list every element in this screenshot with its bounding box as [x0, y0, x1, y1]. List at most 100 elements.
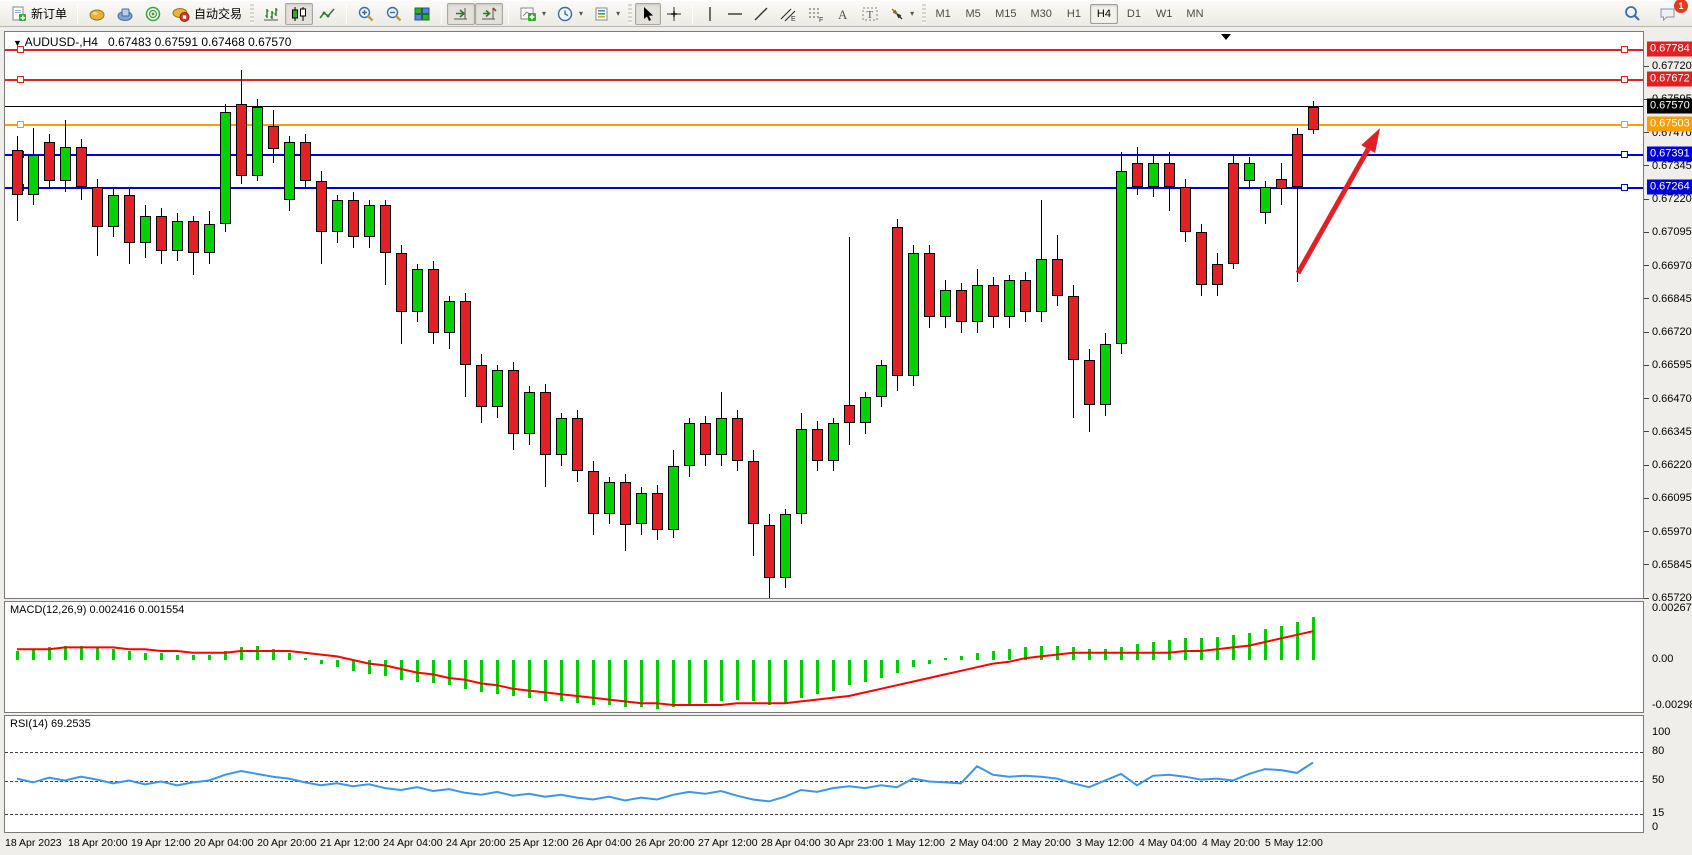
candle[interactable] [556, 418, 567, 456]
vertical-line-button[interactable] [698, 3, 722, 25]
candle[interactable] [460, 301, 471, 365]
candle[interactable] [828, 423, 839, 461]
candle[interactable] [1100, 343, 1111, 405]
line-handle[interactable] [17, 75, 24, 83]
market-watch-button[interactable] [111, 3, 139, 25]
candle[interactable] [1020, 279, 1031, 312]
candle[interactable] [1116, 170, 1127, 344]
candle[interactable] [796, 428, 807, 514]
timeframe-button-m30[interactable]: M30 [1030, 7, 1052, 20]
candle[interactable] [12, 149, 23, 195]
equidistant-channel-button[interactable]: E [774, 3, 802, 25]
line-handle[interactable] [1621, 184, 1628, 192]
candle[interactable] [492, 370, 503, 408]
candle[interactable] [124, 194, 135, 243]
candle[interactable] [252, 106, 263, 177]
price-line-0.67503[interactable] [5, 120, 1643, 128]
candle[interactable] [1164, 162, 1175, 187]
price-line-0.67784[interactable] [5, 46, 1643, 53]
candle[interactable] [236, 104, 247, 176]
candle[interactable] [764, 524, 775, 578]
candle[interactable] [860, 396, 871, 424]
chart-shift-marker[interactable] [1221, 34, 1231, 40]
line-handle[interactable] [17, 46, 24, 53]
candle[interactable] [268, 125, 279, 150]
candle[interactable] [748, 460, 759, 525]
timeframe-button-m1[interactable]: M1 [935, 7, 951, 20]
arrows-button[interactable]: ▾ [884, 3, 919, 25]
candlestick-button[interactable] [285, 2, 314, 25]
search-button[interactable] [1618, 3, 1646, 25]
candle[interactable] [988, 285, 999, 317]
chart-dropdown-icon[interactable]: ▼ [13, 38, 22, 48]
candle[interactable] [940, 290, 951, 317]
candle[interactable] [844, 404, 855, 424]
candle[interactable] [476, 364, 487, 408]
candle[interactable] [604, 482, 615, 514]
candle[interactable] [1308, 106, 1319, 130]
candle[interactable] [1132, 162, 1143, 187]
candle[interactable] [108, 194, 119, 227]
candle[interactable] [1036, 258, 1047, 312]
timeframe-button-d1[interactable]: D1 [1126, 7, 1141, 20]
new-order-button[interactable]: 新订单 [6, 3, 72, 25]
trendline-button[interactable] [748, 3, 774, 25]
candle[interactable] [508, 370, 519, 434]
candle[interactable] [812, 428, 823, 461]
candle[interactable] [140, 216, 151, 243]
line-handle[interactable] [1621, 46, 1628, 53]
candle[interactable] [332, 200, 343, 232]
timeframe-button-w1[interactable]: W1 [1155, 7, 1173, 20]
macd-panel[interactable]: MACD(12,26,9) 0.002416 0.001554 [4, 601, 1644, 713]
crosshair-button[interactable] [661, 3, 687, 25]
periods-button[interactable]: ▾ [551, 3, 588, 25]
candle[interactable] [1148, 162, 1159, 187]
candle[interactable] [908, 253, 919, 376]
line-chart-button[interactable] [313, 3, 341, 25]
candle[interactable] [172, 221, 183, 251]
price-axis[interactable]: 0.677200.675950.674700.673450.672200.670… [1644, 31, 1692, 833]
candle[interactable] [1196, 231, 1207, 286]
candle[interactable] [316, 181, 327, 232]
line-handle[interactable] [1621, 150, 1628, 158]
candle[interactable] [300, 141, 311, 182]
candle[interactable] [876, 364, 887, 397]
candle[interactable] [188, 221, 199, 254]
candle[interactable] [284, 141, 295, 200]
candle[interactable] [572, 418, 583, 472]
line-handle[interactable] [1621, 120, 1628, 128]
price-line-0.67391[interactable] [5, 150, 1643, 158]
candle[interactable] [1260, 186, 1271, 214]
trend-arrow-annotation[interactable] [5, 32, 1644, 599]
candle[interactable] [924, 253, 935, 317]
candle[interactable] [428, 269, 439, 333]
text-button[interactable]: A [830, 3, 856, 25]
candle[interactable] [220, 112, 231, 224]
candle[interactable] [540, 391, 551, 456]
candle[interactable] [28, 154, 39, 195]
timeframe-button-h1[interactable]: H1 [1066, 7, 1081, 20]
candle[interactable] [1276, 178, 1287, 190]
notifications-button[interactable]: 1 [1654, 0, 1688, 25]
candle[interactable] [380, 205, 391, 254]
templates-button[interactable]: ▾ [588, 3, 625, 25]
candle[interactable] [1084, 359, 1095, 405]
candle[interactable] [588, 471, 599, 514]
candle[interactable] [956, 290, 967, 323]
indicators-button[interactable]: ▾ [514, 3, 551, 25]
time-axis[interactable]: 18 Apr 2023 18 Apr 20:00 19 Apr 12:00 20 Ap… [4, 834, 1692, 854]
price-line-0.67264[interactable] [5, 184, 1643, 192]
candle[interactable] [1004, 279, 1015, 317]
candle[interactable] [1244, 162, 1255, 182]
timeframe-button-m15[interactable]: M15 [995, 7, 1017, 20]
candle[interactable] [700, 423, 711, 456]
horizontal-line-button[interactable] [722, 3, 748, 25]
styler-button[interactable] [83, 3, 111, 25]
rsi-panel[interactable]: RSI(14) 69.2535 [4, 715, 1644, 833]
candle[interactable] [76, 146, 87, 187]
candle[interactable] [444, 301, 455, 333]
tile-windows-button[interactable] [408, 3, 436, 25]
candle[interactable] [780, 513, 791, 578]
timeframe-button-mn[interactable]: MN [1186, 7, 1204, 20]
candle[interactable] [412, 269, 423, 312]
